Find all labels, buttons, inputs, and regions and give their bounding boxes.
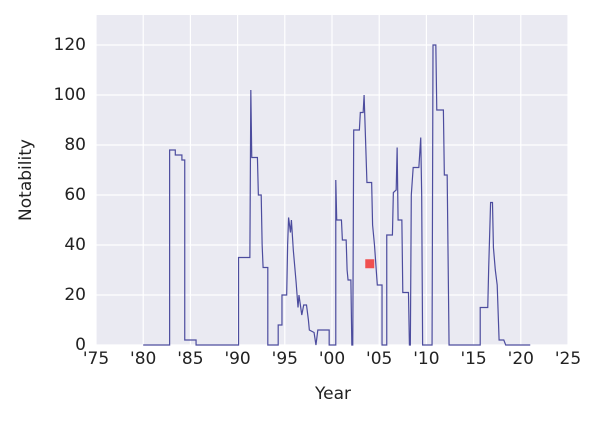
y-tick-label: 80 — [64, 135, 86, 155]
x-tick-label: '80 — [130, 349, 156, 369]
x-tick-label: '05 — [366, 349, 392, 369]
y-tick-label: 0 — [75, 335, 86, 355]
y-tick-label: 100 — [54, 85, 86, 105]
x-tick-label: '25 — [555, 349, 581, 369]
y-tick-label: 120 — [54, 35, 86, 55]
x-axis-label: Year — [314, 384, 351, 404]
marker — [365, 259, 375, 269]
y-axis-label: Notability — [16, 139, 36, 221]
y-tick-label: 40 — [64, 235, 86, 255]
x-tick-label: '90 — [224, 349, 250, 369]
line — [143, 44, 531, 346]
y-tick-label: 20 — [64, 285, 86, 305]
x-tick-label: '75 — [83, 349, 109, 369]
x-tick-label: '20 — [508, 349, 534, 369]
x-tick-label: '95 — [272, 349, 298, 369]
y-tick-label: 60 — [64, 185, 86, 205]
x-tick-label: '10 — [413, 349, 439, 369]
x-tick-label: '15 — [460, 349, 486, 369]
x-tick-label: '00 — [319, 349, 345, 369]
x-tick-label: '85 — [177, 349, 203, 369]
